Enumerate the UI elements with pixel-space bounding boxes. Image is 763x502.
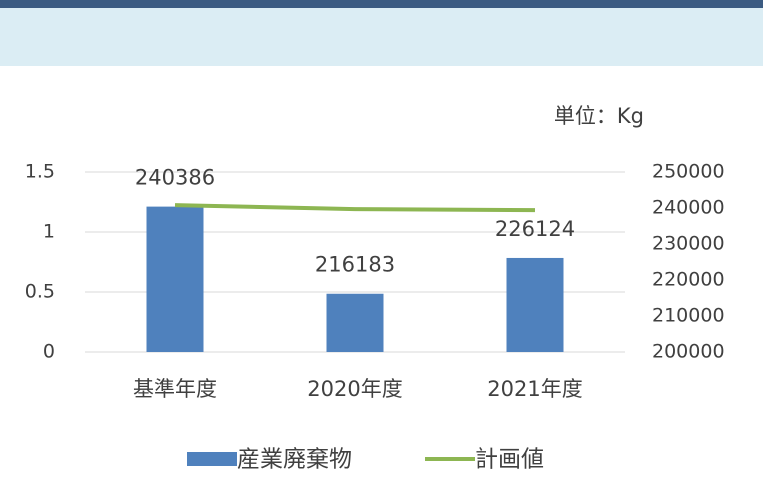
y-tick-label: 0.5 — [25, 281, 55, 303]
data-label: 240386 — [135, 166, 215, 190]
y2-tick-label: 200000 — [652, 341, 725, 363]
data-label: 226124 — [495, 217, 575, 241]
unit-label: 単位：Kg — [554, 104, 644, 128]
legend-label: 産業廃棄物 — [237, 447, 352, 473]
bar — [326, 293, 384, 352]
legend-swatch — [187, 452, 237, 466]
x-tick-label: 2021年度 — [487, 377, 582, 401]
x-tick-label: 基準年度 — [133, 377, 217, 401]
y-tick-label: 1 — [43, 221, 55, 243]
y2-tick-label: 220000 — [652, 269, 725, 291]
header-bar — [0, 0, 763, 8]
bar — [146, 206, 204, 352]
x-tick-label: 2020年度 — [307, 377, 402, 401]
bar — [506, 257, 564, 352]
y2-tick-label: 240000 — [652, 197, 725, 219]
line — [174, 203, 536, 213]
data-label: 216183 — [315, 253, 395, 277]
y2-tick-label: 230000 — [652, 233, 725, 255]
y2-tick-label: 210000 — [652, 305, 725, 327]
y-tick-label: 0 — [43, 341, 55, 363]
header-band — [0, 8, 763, 66]
y-tick-label: 1.5 — [25, 161, 55, 183]
y2-tick-label: 250000 — [652, 161, 725, 183]
legend-label: 計画値 — [475, 447, 544, 473]
